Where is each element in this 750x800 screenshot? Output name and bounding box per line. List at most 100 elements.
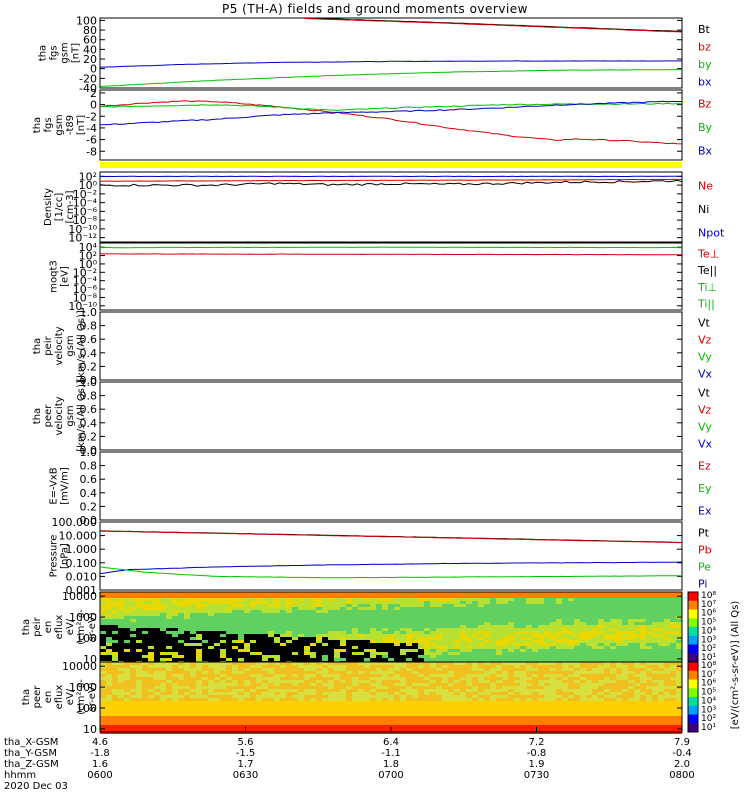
spectrogram-cell xyxy=(550,671,556,674)
spectrogram-cell xyxy=(376,598,382,601)
spectrogram-cell xyxy=(616,634,622,637)
spectrogram-cell xyxy=(628,619,634,622)
spectrogram-cell xyxy=(376,695,382,698)
legend-entry: Vy xyxy=(698,351,712,364)
spectrogram-cell xyxy=(190,634,196,637)
spectrogram-cell xyxy=(184,728,190,731)
spectrogram-cell xyxy=(466,643,472,646)
spectrogram-cell xyxy=(340,704,346,707)
spectrogram-cell xyxy=(328,695,334,698)
spectrogram-cell xyxy=(664,604,670,607)
spectrogram-cell xyxy=(388,628,394,631)
spectrogram-cell xyxy=(118,680,124,683)
spectrogram-cell xyxy=(316,728,322,731)
spectrogram-cell xyxy=(298,689,304,692)
spectrogram-cell xyxy=(658,637,664,640)
spectrogram-cell xyxy=(196,613,202,616)
spectrogram-cell xyxy=(562,622,568,625)
spectrogram-cell xyxy=(388,722,394,725)
spectrogram-cell xyxy=(490,713,496,716)
spectrogram-cell xyxy=(268,713,274,716)
y-tick-label: -4 xyxy=(86,122,97,135)
spectrogram-cell xyxy=(220,622,226,625)
spectrogram-cell xyxy=(412,662,418,665)
spectrogram-cell xyxy=(514,592,520,595)
spectrogram-cell xyxy=(580,719,586,722)
spectrogram-cell xyxy=(454,722,460,725)
spectrogram-cell xyxy=(460,616,466,619)
spectrogram-cell xyxy=(106,598,112,601)
spectrogram-cell xyxy=(490,698,496,701)
spectrogram-cell xyxy=(502,695,508,698)
spectrogram-cell xyxy=(184,692,190,695)
spectrogram-cell xyxy=(100,692,106,695)
spectrogram-cell xyxy=(304,604,310,607)
spectrogram-cell xyxy=(106,707,112,710)
spectrogram-cell xyxy=(316,674,322,677)
spectrogram-cell xyxy=(550,655,556,658)
spectrogram-cell xyxy=(538,628,544,631)
spectrogram-cell xyxy=(622,671,628,674)
spectrogram-cell xyxy=(430,655,436,658)
spectrogram-cell xyxy=(538,610,544,613)
spectrogram-cell xyxy=(328,665,334,668)
spectrogram-cell xyxy=(664,601,670,604)
spectrogram-cell xyxy=(400,674,406,677)
spectrogram-cell xyxy=(148,631,154,634)
spectrogram-cell xyxy=(586,674,592,677)
spectrogram-cell xyxy=(364,716,370,719)
spectrogram-cell xyxy=(124,665,130,668)
spectrogram-cell xyxy=(532,625,538,628)
spectrogram-cell xyxy=(298,722,304,725)
colorbar-tick-label: 10⁸ xyxy=(701,661,716,671)
spectrogram-cell xyxy=(622,701,628,704)
spectrogram-cell xyxy=(124,634,130,637)
spectrogram-cell xyxy=(340,695,346,698)
spectrogram-cell xyxy=(562,698,568,701)
spectrogram-cell xyxy=(124,646,130,649)
spectrogram-cell xyxy=(220,643,226,646)
spectrogram-cell xyxy=(268,640,274,643)
spectrogram-cell xyxy=(466,610,472,613)
spectrogram-cell xyxy=(232,655,238,658)
spectrogram-cell xyxy=(232,598,238,601)
spectrogram-cell xyxy=(586,646,592,649)
spectrogram-cell xyxy=(112,710,118,713)
spectrogram-cell xyxy=(346,649,352,652)
spectrogram-cell xyxy=(640,695,646,698)
spectrogram-cell xyxy=(454,640,460,643)
spectrogram-cell xyxy=(190,683,196,686)
y-tick-label: 1.0 xyxy=(80,306,98,319)
spectrogram-cell xyxy=(346,683,352,686)
spectrogram-cell xyxy=(400,646,406,649)
spectrogram-cell xyxy=(406,637,412,640)
spectrogram-cell xyxy=(256,652,262,655)
y-tick-label: 10² xyxy=(79,170,97,183)
spectrogram-cell xyxy=(238,604,244,607)
spectrogram-cell xyxy=(370,652,376,655)
spectrogram-cell xyxy=(544,631,550,634)
spectrogram-cell xyxy=(376,643,382,646)
spectrogram-cell xyxy=(340,677,346,680)
spectrogram-cell xyxy=(124,619,130,622)
spectrogram-cell xyxy=(106,725,112,728)
spectrogram-cell xyxy=(376,592,382,595)
spectrogram-cell xyxy=(400,686,406,689)
colorbar-segment xyxy=(688,705,698,715)
spectrogram-cell xyxy=(256,728,262,731)
spectrogram-cell xyxy=(322,668,328,671)
spectrogram-cell xyxy=(352,610,358,613)
spectrogram-cell xyxy=(550,640,556,643)
spectrogram-cell xyxy=(316,628,322,631)
spectrogram-cell xyxy=(670,610,676,613)
spectrogram-cell xyxy=(262,637,268,640)
spectrogram-cell xyxy=(256,655,262,658)
series-line-pb xyxy=(99,530,682,544)
spectrogram-cell xyxy=(304,725,310,728)
spectrogram-cell xyxy=(646,607,652,610)
spectrogram-cell xyxy=(130,677,136,680)
spectrogram-cell xyxy=(130,722,136,725)
spectrogram-cell xyxy=(310,707,316,710)
spectrogram-cell xyxy=(562,601,568,604)
spectrogram-cell xyxy=(322,716,328,719)
